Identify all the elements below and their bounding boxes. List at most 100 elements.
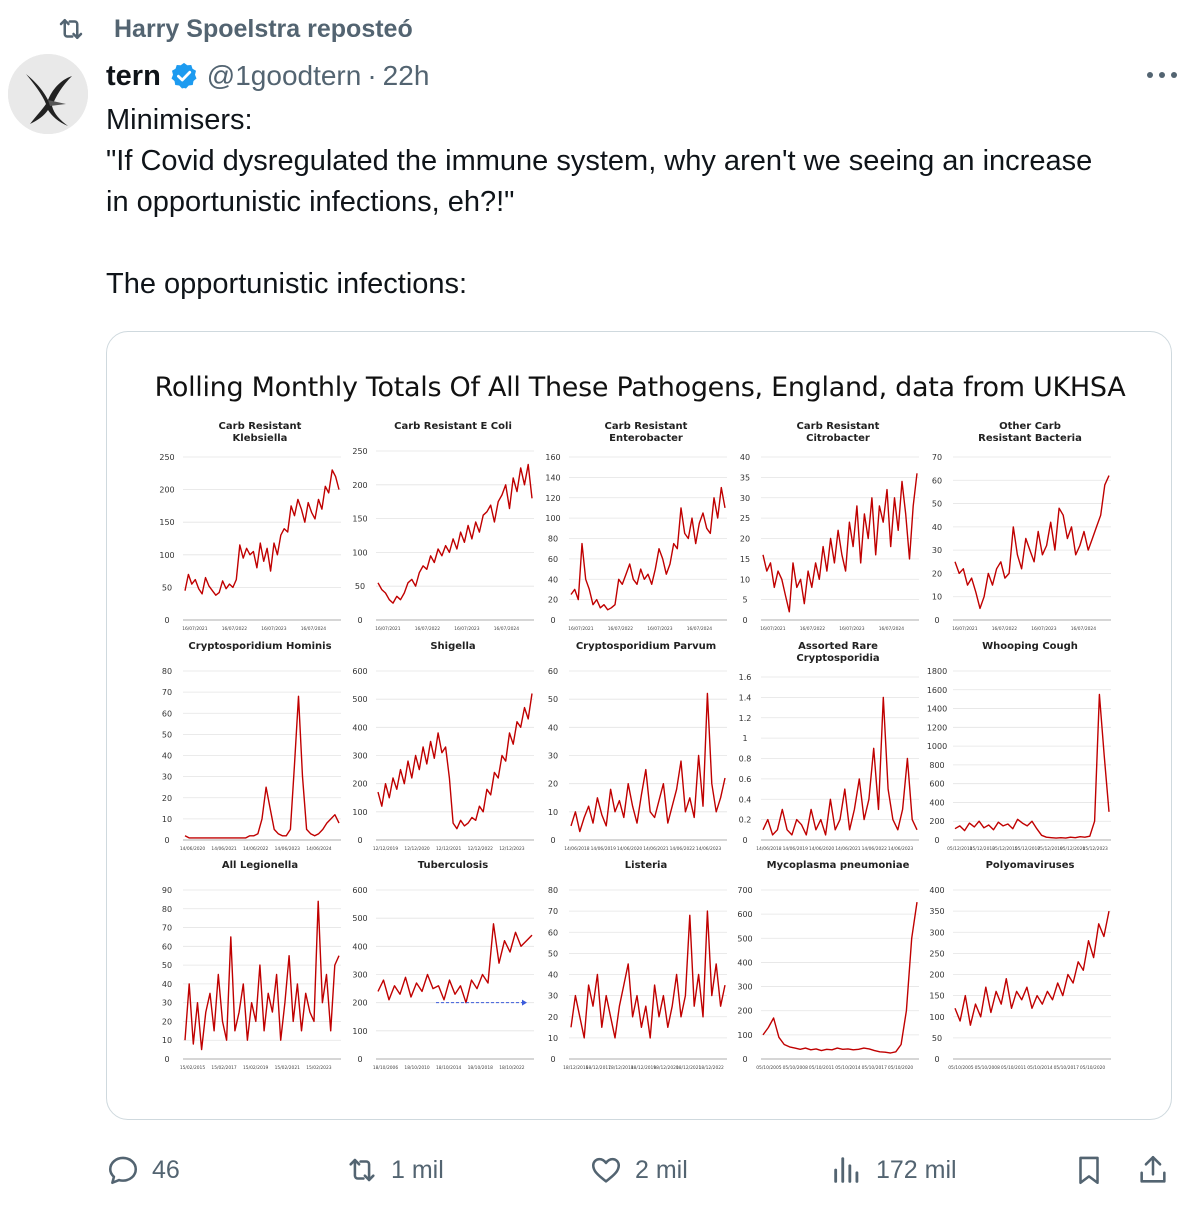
timestamp[interactable]: 22h: [382, 60, 430, 91]
repost-row[interactable]: Harry Spoelstra reposteó: [54, 14, 413, 44]
x-tick-label: 05/12/2013: [970, 846, 996, 852]
y-tick-label: 50: [355, 582, 365, 591]
y-tick-label: 40: [932, 523, 942, 532]
x-tick-label: 05/10/2011: [1001, 1065, 1027, 1071]
y-tick-label: 5: [742, 596, 747, 605]
y-tick-label: 60: [548, 667, 558, 676]
chart-panel: Whooping Cough 0 200 400 600 800 1000 1200 1400 1…: [927, 637, 1117, 862]
y-tick-label: 70: [162, 924, 172, 933]
x-tick-label: 16/07/2024: [494, 626, 520, 632]
y-tick-label: 30: [740, 494, 750, 503]
x-tick-label: 16/07/2023: [839, 626, 865, 632]
x-tick-label: 16/07/2022: [222, 626, 248, 632]
reply-button[interactable]: 46: [106, 1146, 180, 1194]
y-tick-label: 90: [162, 886, 172, 895]
reply-count: 46: [152, 1155, 180, 1184]
media-image[interactable]: Rolling Monthly Totals Of All These Path…: [106, 331, 1172, 1120]
chart-panel: Polyomaviruses 0 50 100 150 200 250 300 350 400 05…: [927, 856, 1117, 1081]
y-tick-label: 300: [929, 928, 944, 937]
x-tick-label: 05/10/2020: [888, 1065, 914, 1071]
x-tick-label: 14/06/2023: [275, 846, 301, 852]
tweet-line: Minimisers:: [106, 104, 253, 136]
y-tick-label: 400: [737, 958, 752, 967]
x-tick-label: 05/10/2005: [948, 1065, 974, 1071]
y-tick-label: 20: [548, 596, 558, 605]
y-tick-label: 400: [929, 798, 944, 807]
y-tick-label: 40: [162, 752, 172, 761]
y-tick-label: 10: [162, 815, 172, 824]
y-tick-label: 40: [548, 575, 558, 584]
data-line: [184, 695, 340, 839]
y-tick-label: 60: [162, 709, 172, 718]
y-tick-label: 600: [737, 910, 752, 919]
y-tick-label: 20: [162, 1017, 172, 1026]
views-icon: [834, 1157, 859, 1183]
x-tick-label: 05/10/2008: [783, 1065, 809, 1071]
tweet-line: in opportunistic infections, eh?!": [106, 186, 515, 218]
y-tick-label: 400: [352, 723, 367, 732]
y-tick-label: 400: [929, 886, 944, 895]
x-tick-label: 14/06/2018: [564, 846, 590, 852]
chart-panel-title: Cryptosporidium Hominis: [188, 641, 331, 652]
y-tick-label: 10: [162, 1036, 172, 1045]
y-tick-label: 0: [934, 616, 939, 625]
y-tick-label: 1.6: [739, 673, 752, 682]
handle[interactable]: @1goodtern: [206, 60, 362, 91]
y-tick-label: 0: [550, 836, 555, 845]
repost-button[interactable]: 1 mil: [345, 1146, 444, 1194]
data-line: [762, 901, 918, 1054]
x-tick-label: 14/06/2022: [862, 846, 888, 852]
y-tick-label: 80: [548, 535, 558, 544]
chart-panel-title: Carb Resistant Enterobacter: [605, 421, 688, 444]
line-chart: Assorted Rare Cryptosporidia 0 0.2 0.4 0.6 0.8…: [739, 641, 919, 852]
y-tick-label: 120: [545, 494, 560, 503]
data-line: [762, 696, 918, 836]
y-tick-label: 20: [740, 535, 750, 544]
y-tick-label: 250: [159, 453, 174, 462]
tweet-line: "If Covid dysregulated the immune system…: [106, 145, 1093, 177]
y-tick-label: 0: [164, 616, 169, 625]
y-tick-label: 150: [929, 992, 944, 1001]
y-tick-label: 10: [740, 575, 750, 584]
x-tick-label: 05/12/2015: [992, 846, 1018, 852]
y-tick-label: 0.6: [739, 775, 752, 784]
share-button[interactable]: [1136, 1146, 1170, 1194]
y-tick-label: 10: [548, 1034, 558, 1043]
line-chart: Polyomaviruses 0 50 100 150 200 250 300 350 400 05…: [929, 860, 1111, 1071]
repost-text[interactable]: Harry Spoelstra reposteó: [114, 14, 413, 43]
x-tick-label: 12/12/2020: [404, 846, 430, 852]
chart-panel: Carb Resistant Citrobacter 0 5 10 15 20 25 30 35 4…: [735, 417, 925, 642]
y-tick-label: 0: [742, 836, 747, 845]
y-tick-label: 500: [352, 695, 367, 704]
x-tick-label: 16/07/2023: [1031, 626, 1057, 632]
views-button[interactable]: 172 mil: [830, 1146, 957, 1194]
x-tick-label: 12/12/2023: [499, 846, 525, 852]
share-icon: [1140, 1155, 1166, 1183]
display-name[interactable]: tern: [106, 59, 161, 92]
y-tick-label: 140: [545, 473, 560, 482]
y-tick-label: 70: [162, 688, 172, 697]
y-tick-label: 60: [548, 928, 558, 937]
x-tick-label: 18/10/2014: [436, 1065, 462, 1071]
y-tick-label: 100: [159, 551, 174, 560]
bookmark-button[interactable]: [1072, 1146, 1106, 1194]
y-tick-label: 100: [737, 1031, 752, 1040]
y-tick-label: 35: [740, 473, 750, 482]
y-tick-label: 1200: [927, 723, 947, 732]
x-tick-label: 05/12/2017: [1015, 846, 1041, 852]
more-options-icon[interactable]: [1144, 62, 1180, 88]
x-tick-label: 14/06/2021: [211, 846, 237, 852]
line-chart: Carb Resistant Klebsiella 0 50 100 150 200 250 1…: [159, 421, 341, 632]
y-tick-label: 50: [932, 1034, 942, 1043]
x-tick-label: 14/06/2022: [243, 846, 269, 852]
data-line: [762, 473, 918, 613]
chart-panel-title: Carb Resistant E Coli: [394, 421, 512, 432]
data-line: [184, 469, 340, 596]
y-tick-label: 400: [352, 942, 367, 951]
avatar[interactable]: [8, 54, 88, 134]
y-tick-label: 20: [548, 780, 558, 789]
like-button[interactable]: 2 mil: [589, 1146, 688, 1194]
x-tick-label: 16/07/2024: [879, 626, 905, 632]
y-tick-label: 70: [932, 453, 942, 462]
x-tick-label: 12/12/2022: [468, 846, 494, 852]
